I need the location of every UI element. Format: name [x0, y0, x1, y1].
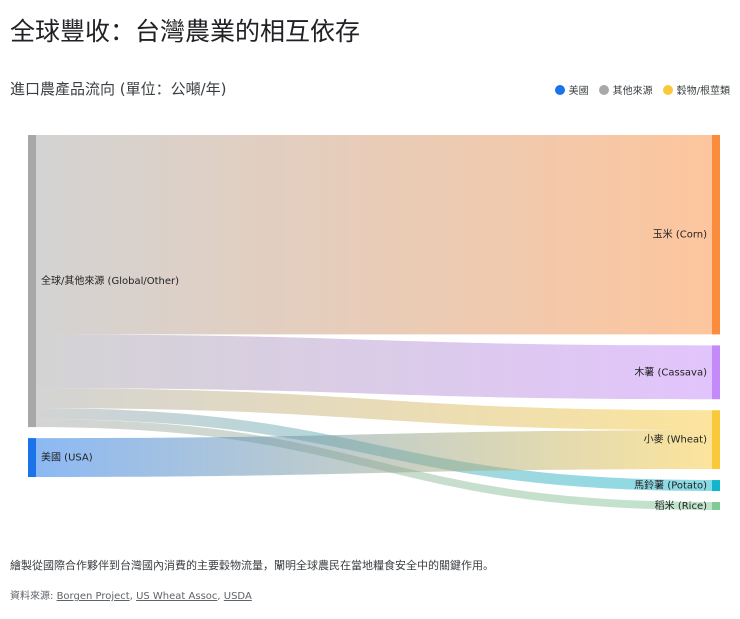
flow-link	[36, 430, 712, 477]
source-separator: ,	[129, 591, 137, 602]
legend-dot	[554, 84, 565, 95]
legend-item: 美國	[554, 82, 589, 97]
node-bar	[712, 345, 720, 400]
flow-link	[36, 135, 712, 335]
legend-dot	[662, 84, 673, 95]
legend-item: 穀物/根莖類	[662, 82, 730, 97]
node-label: 稻米 (Rice)	[655, 499, 707, 512]
node-label: 全球/其他來源 (Global/Other)	[41, 274, 179, 287]
node-bar	[28, 135, 36, 428]
node-label: 玉米 (Corn)	[653, 228, 707, 241]
subtitle: 進口農產品流向 (單位：公噸/年)	[10, 80, 227, 98]
source-line: 資料來源: Borgen Project, US Wheat Assoc, US…	[10, 587, 252, 602]
node-label: 美國 (USA)	[41, 451, 93, 464]
legend-label: 穀物/根莖類	[676, 86, 730, 97]
legend-dot	[598, 84, 609, 95]
sankey-chart: 全球/其他來源 (Global/Other) 美國 (USA) 玉米 (Corn) 木…	[28, 135, 720, 512]
node-label: 馬鈴薯 (Potato)	[634, 479, 707, 492]
source-link[interactable]: Borgen Project	[56, 591, 130, 602]
source-label: 資料來源:	[10, 591, 57, 602]
legend-item: 其他來源	[598, 82, 653, 97]
description: 繪製從國際合作夥伴到台灣國內消費的主要穀物流量，闡明全球農民在當地糧食安全中的關…	[10, 559, 494, 572]
legend-label: 美國	[568, 86, 589, 97]
source-link[interactable]: USDA	[223, 591, 252, 602]
node-bar	[712, 410, 720, 470]
flow-link	[36, 388, 712, 431]
title: 全球豐收：台灣農業的相互依存	[10, 17, 361, 46]
source-separator: ,	[217, 591, 224, 602]
node-bar	[712, 480, 720, 492]
source-link[interactable]: US Wheat Assoc	[136, 591, 218, 602]
node-bar	[28, 438, 36, 477]
legend: 美國 其他來源 穀物/根莖類	[554, 82, 730, 97]
node-bar	[712, 135, 720, 335]
node-label: 小麥 (Wheat)	[644, 433, 708, 446]
node-label: 木薯 (Cassava)	[634, 365, 707, 378]
node-bar	[712, 502, 720, 510]
flow-link	[36, 334, 712, 400]
legend-label: 其他來源	[612, 86, 653, 97]
